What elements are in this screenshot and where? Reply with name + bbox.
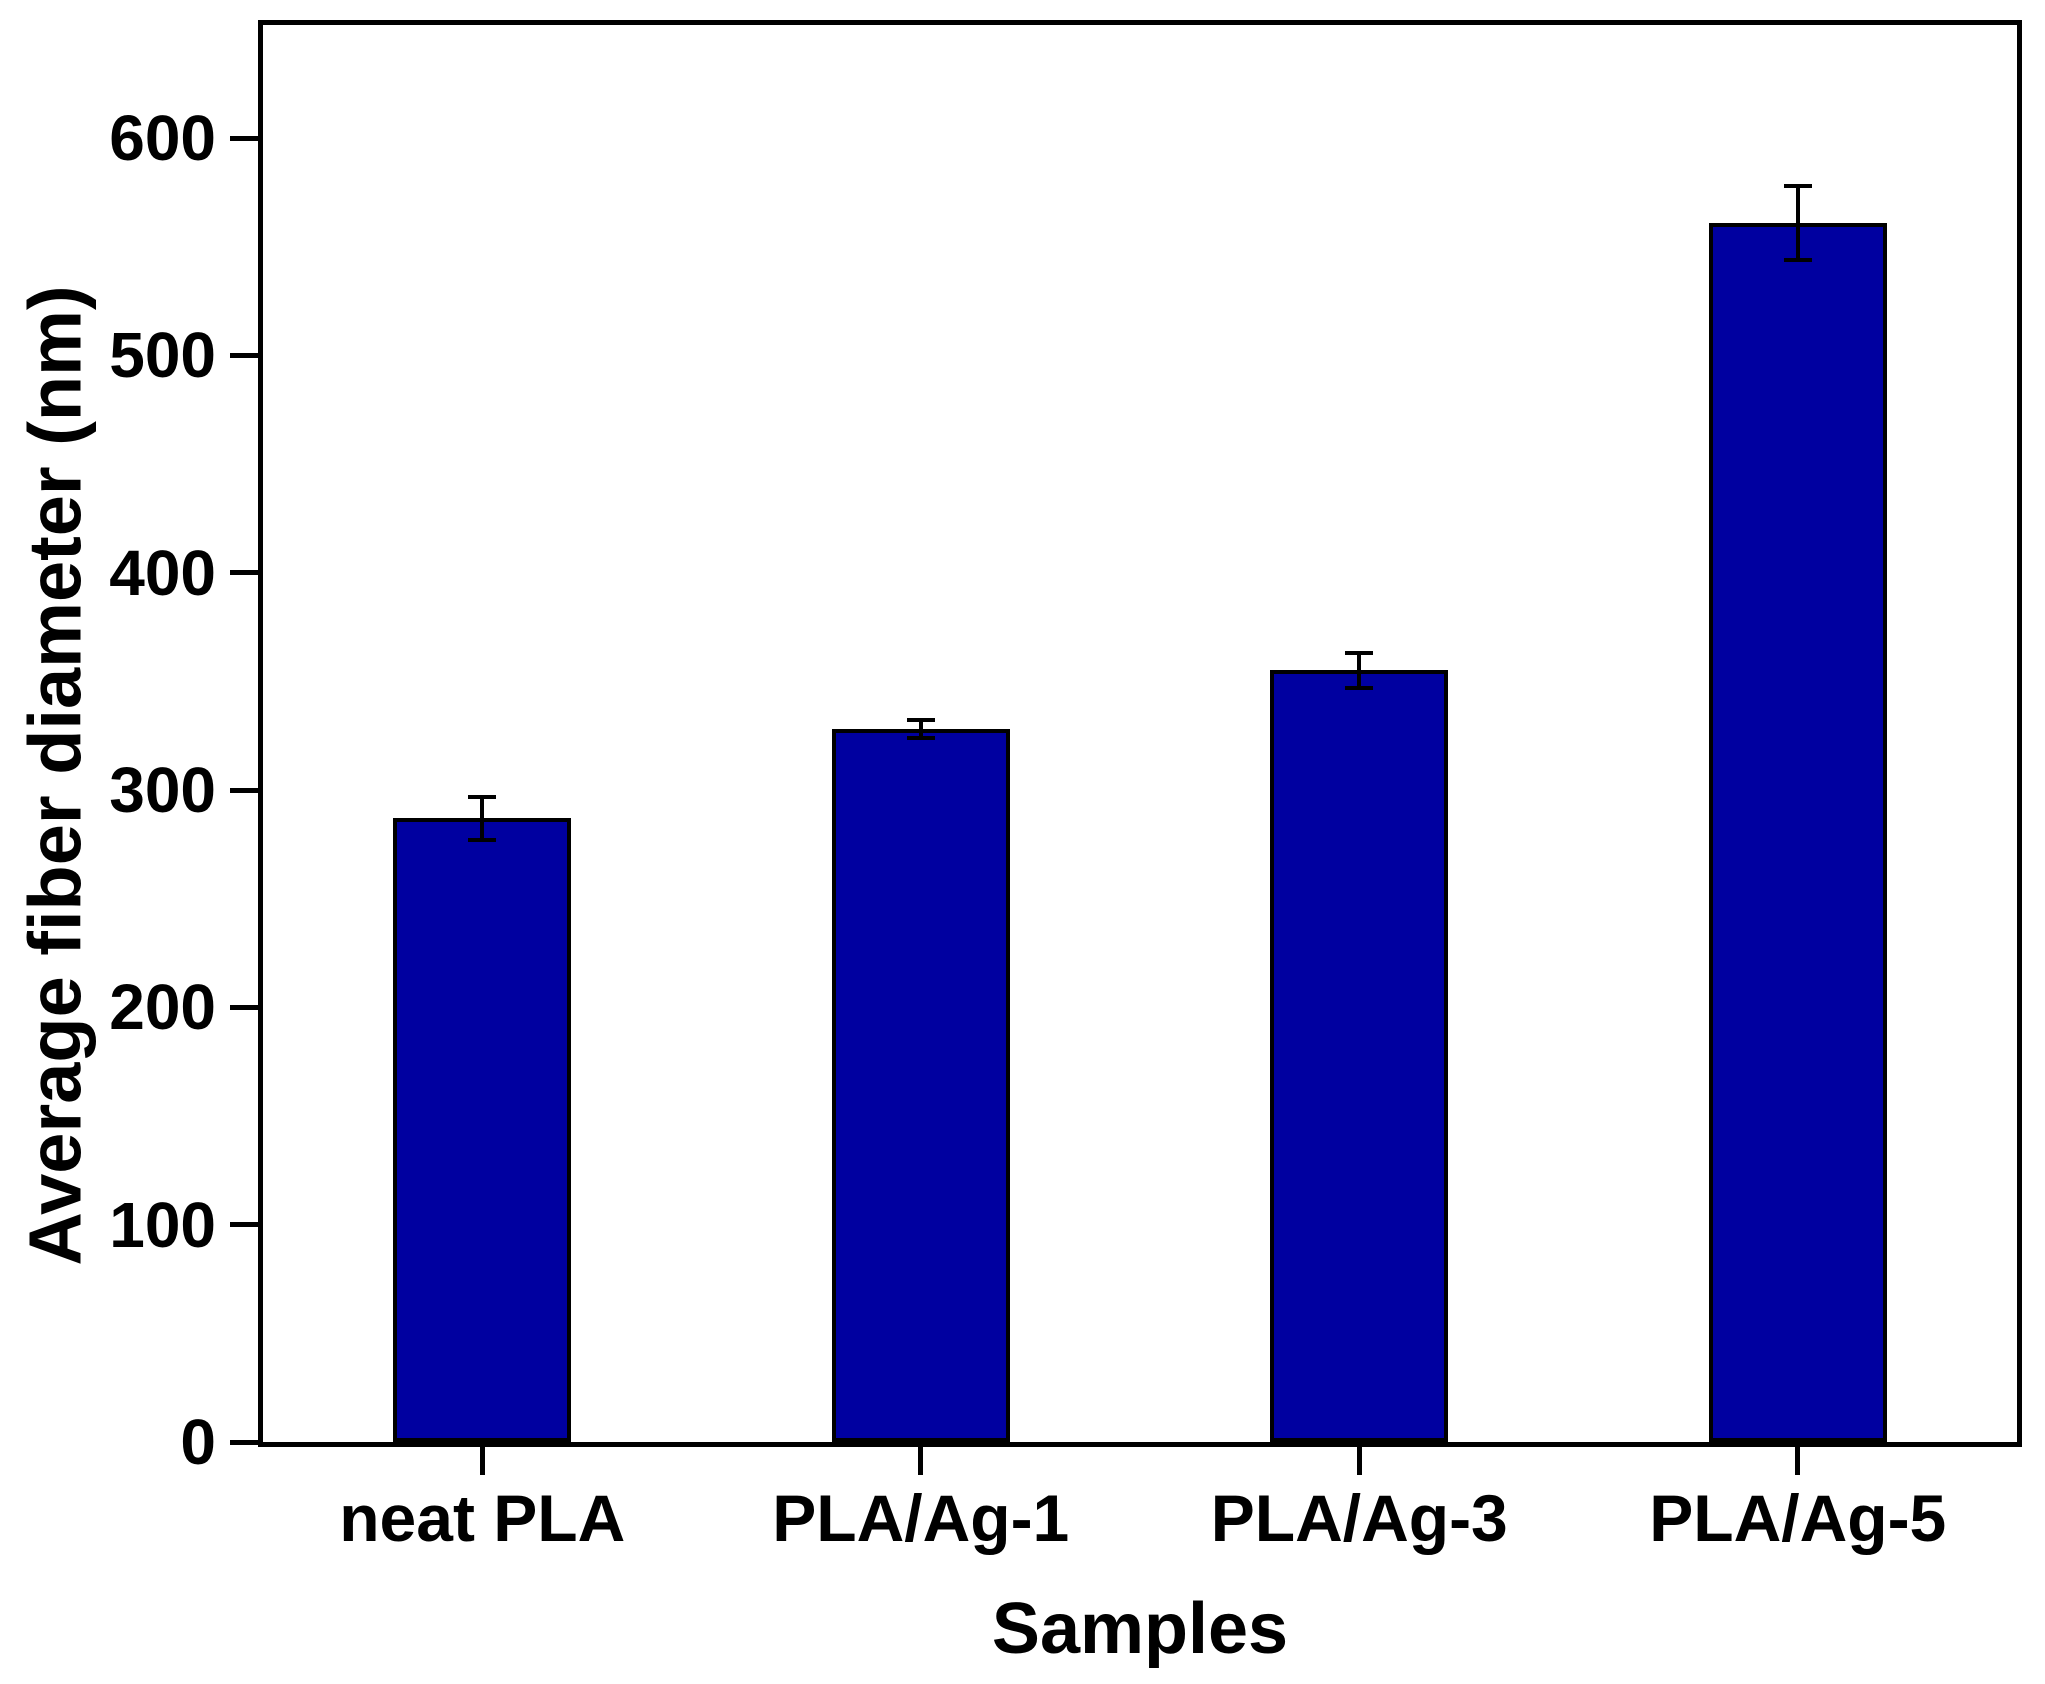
x-tick-label-2: PLA/Ag-1	[772, 1481, 1070, 1555]
y-tick-200	[230, 1004, 258, 1010]
bar-4	[1708, 222, 1887, 1442]
bar-3	[1270, 670, 1449, 1442]
error-bar-cap-1-bottom	[468, 837, 497, 842]
bar-1	[393, 818, 572, 1442]
error-bar-cap-3-bottom	[1345, 685, 1374, 690]
y-tick-100	[230, 1222, 258, 1228]
y-tick-0	[230, 1439, 258, 1445]
y-tick-label-200: 200	[109, 971, 216, 1044]
y-tick-label-0: 0	[180, 1406, 216, 1478]
bar-2	[831, 729, 1010, 1442]
error-bar-line-2	[918, 720, 923, 738]
y-tick-label-600: 600	[109, 102, 216, 174]
y-tick-300	[230, 787, 258, 793]
error-bar-cap-1-top	[468, 794, 497, 799]
error-bar-line-4	[1795, 185, 1800, 260]
y-tick-label-400: 400	[109, 536, 216, 609]
y-tick-500	[230, 352, 258, 358]
x-tick-2	[918, 1447, 924, 1475]
y-tick-600	[230, 135, 258, 141]
y-tick-400	[230, 570, 258, 576]
error-bar-line-1	[480, 796, 485, 840]
x-tick-1	[479, 1447, 485, 1475]
error-bar-cap-3-top	[1345, 651, 1374, 656]
x-axis-title: Samples	[991, 1589, 1289, 1669]
y-tick-label-500: 500	[109, 319, 216, 392]
error-bar-cap-2-bottom	[906, 735, 935, 740]
x-tick-label-4: PLA/Ag-5	[1649, 1481, 1947, 1555]
y-tick-label-100: 100	[109, 1188, 216, 1261]
error-bar-cap-2-top	[906, 718, 935, 723]
x-tick-4	[1795, 1447, 1801, 1475]
error-bar-cap-4-top	[1783, 183, 1812, 188]
y-tick-label-300: 300	[109, 754, 216, 826]
error-bar-line-3	[1357, 653, 1362, 688]
x-tick-label-3: PLA/Ag-3	[1210, 1481, 1508, 1555]
plot-area	[258, 20, 2022, 1447]
x-tick-3	[1356, 1447, 1362, 1475]
x-tick-label-1: neat PLA	[339, 1481, 626, 1555]
error-bar-cap-4-bottom	[1783, 257, 1812, 262]
